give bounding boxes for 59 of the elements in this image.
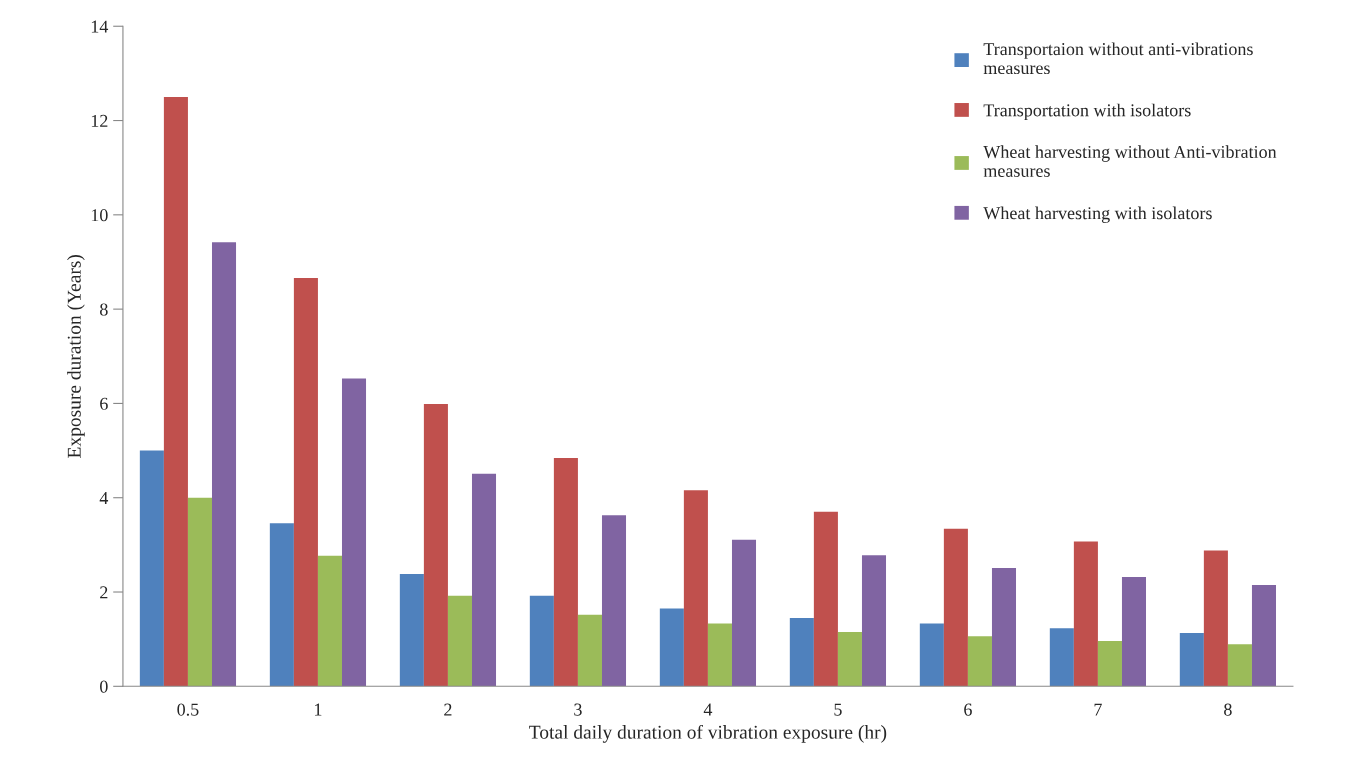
x-tick-label: 1 (315, 703, 322, 716)
bar (707, 623, 732, 687)
bar (447, 595, 472, 687)
y-tick-label: 0 (100, 680, 108, 693)
x-tick-label: 2 (444, 703, 452, 716)
bar (1097, 641, 1122, 687)
bar (861, 555, 887, 687)
x-tick-label: 4 (703, 703, 713, 716)
x-tick-label: 5 (834, 703, 842, 716)
x-tick-label: 3 (574, 703, 582, 716)
bar (269, 523, 294, 687)
y-axis-title: Exposure duration (Years) (67, 254, 85, 458)
bar (399, 574, 424, 687)
x-tick-label: 7 (1094, 703, 1102, 716)
bar (731, 539, 757, 687)
y-tick-label: 14 (91, 20, 109, 33)
y-tick-label: 8 (100, 303, 108, 316)
bar (601, 515, 627, 687)
legend-label: Wheat harvesting with isolators (983, 206, 1212, 223)
bar (683, 490, 708, 687)
bar (1251, 584, 1277, 687)
bar (919, 623, 944, 687)
bar (991, 567, 1017, 687)
bar (471, 473, 497, 687)
x-axis-title: Total daily duration of vibration exposure (hr) (529, 724, 887, 743)
bar (139, 450, 164, 687)
bar (1227, 644, 1252, 687)
bar (967, 636, 992, 687)
bar (163, 96, 188, 687)
bar (943, 528, 968, 687)
bar (659, 608, 684, 687)
bar (813, 511, 838, 687)
bar (553, 458, 578, 687)
bar (1049, 628, 1074, 687)
y-tick-label: 6 (100, 397, 108, 410)
y-tick-label: 4 (99, 492, 109, 504)
bar (529, 595, 554, 687)
bar (789, 617, 814, 687)
legend-label: Transportaion without anti-vibrations measures (983, 42, 1253, 75)
bar (1121, 576, 1147, 687)
y-tick-label: 12 (91, 114, 108, 127)
bar (1179, 633, 1204, 687)
bar (837, 632, 862, 687)
bar (577, 614, 602, 687)
x-tick-label: 8 (1224, 703, 1232, 716)
x-tick-label: 0.5 (177, 703, 199, 716)
bar (1073, 541, 1098, 687)
legend-label: Wheat harvesting without Anti-vibration measures (983, 145, 1277, 177)
bar (423, 403, 448, 687)
bar (187, 497, 212, 687)
y-tick-label: 10 (91, 209, 108, 222)
legend-label: Transportation with isolators (983, 103, 1191, 121)
bar (317, 555, 342, 687)
y-tick-label: 2 (100, 586, 108, 599)
bar (1203, 550, 1228, 687)
x-tick-label: 6 (964, 703, 972, 716)
bar (293, 278, 318, 687)
bar (211, 242, 237, 687)
bar (341, 378, 367, 687)
